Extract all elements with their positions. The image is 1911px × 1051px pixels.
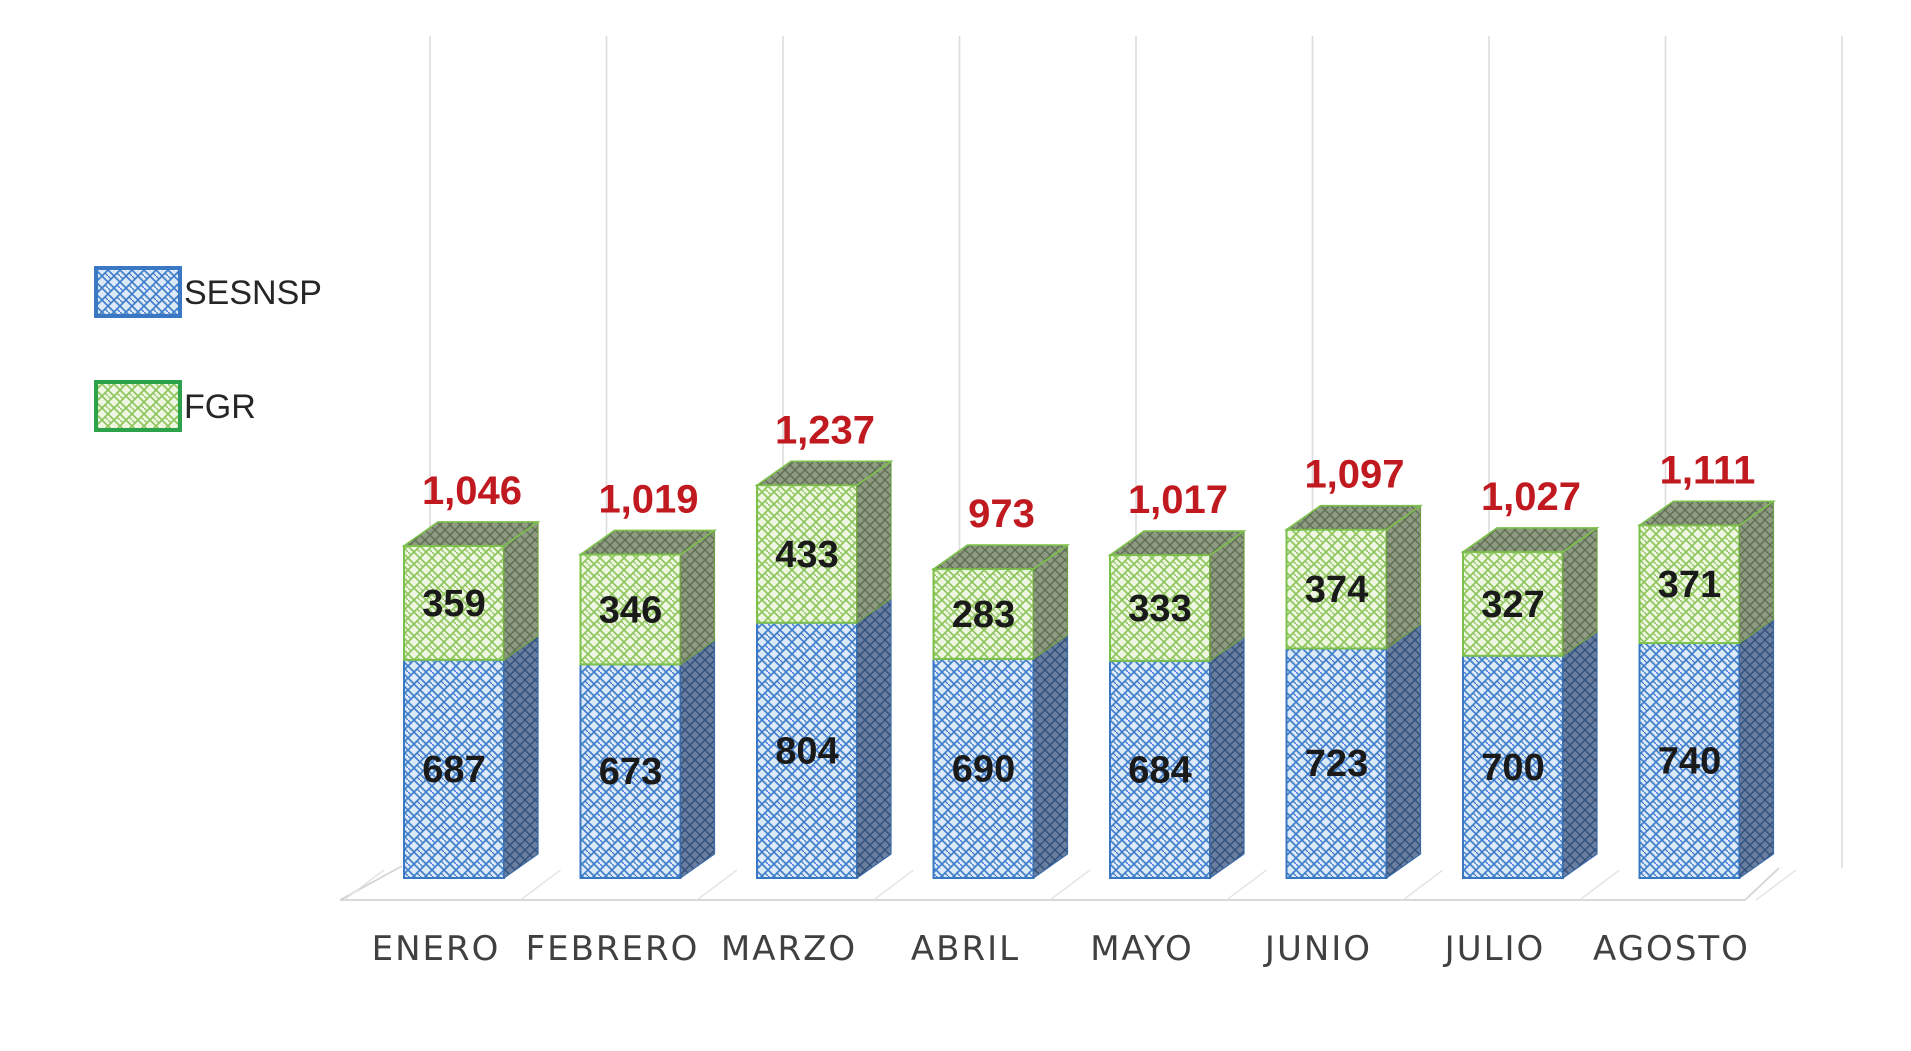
- bar-fgr-top: [1107, 530, 1247, 556]
- bar-fgr-top: [1460, 527, 1600, 553]
- value-label-sesnsp: 804: [775, 730, 838, 772]
- x-axis: ENERO FEBRERO MARZO ABRIL MAYO JUNIO JULIO AGOS…: [372, 929, 1750, 969]
- value-label-fgr: 346: [599, 589, 662, 631]
- bar-group-mayo: [1107, 529, 1247, 880]
- bar-fgr-enero: [403, 544, 505, 661]
- category-label: MAYO: [1090, 929, 1194, 969]
- value-label-fgr: 433: [775, 534, 838, 576]
- bar-fgr-junio: [1285, 528, 1388, 650]
- category-label: MARZO: [721, 929, 857, 969]
- bar-fgr-top: [930, 544, 1071, 570]
- value-label-fgr: 359: [422, 583, 485, 625]
- bar-fgr-agosto: [1638, 524, 1741, 645]
- bar-fgr-side: [856, 460, 892, 624]
- bar-group-julio: [1460, 526, 1600, 880]
- bar-group-abril: [930, 543, 1071, 880]
- bar-group-febrero: [577, 529, 718, 880]
- data-labels: 687 359 1,046 673 346 1,019 804 433 1,237 690 283 9…: [422, 408, 1755, 793]
- bar-fgr-top: [1636, 500, 1777, 527]
- legend-swatch: [94, 266, 182, 318]
- category-label: AGOSTO: [1593, 929, 1750, 969]
- floor-line: [696, 869, 738, 901]
- bar-fgr-side: [1385, 504, 1422, 650]
- total-label: 1,046: [422, 469, 522, 513]
- floor-line: [1226, 869, 1267, 901]
- value-label-sesnsp: 723: [1305, 743, 1368, 785]
- bar-sesnsp-side: [1209, 635, 1245, 880]
- value-label-sesnsp: 673: [599, 751, 662, 793]
- floor-line: [1579, 869, 1620, 901]
- bar-fgr-top: [1283, 504, 1424, 531]
- bar-sesnsp-side: [1385, 623, 1422, 880]
- bar-group-agosto: [1636, 500, 1777, 880]
- bar-group-enero: [401, 520, 541, 880]
- floor-outline: [339, 865, 1780, 901]
- value-label-sesnsp: 690: [952, 748, 1015, 790]
- category-label: FEBRERO: [526, 929, 700, 969]
- value-label-fgr: 283: [952, 594, 1015, 636]
- category-label: ENERO: [372, 929, 501, 969]
- floor-line: [1755, 869, 1797, 901]
- value-label-sesnsp: 700: [1481, 747, 1544, 789]
- bar-fgr-marzo: [756, 484, 858, 624]
- category-label: JUNIO: [1263, 929, 1372, 969]
- bar-fgr-top: [401, 521, 541, 547]
- bar-sesnsp-side: [856, 597, 892, 880]
- chart-floor: [339, 865, 1797, 901]
- bar-fgr-top: [577, 529, 718, 556]
- value-label-fgr: 371: [1658, 564, 1721, 606]
- total-label: 1,097: [1304, 453, 1404, 497]
- value-label-sesnsp: 684: [1128, 749, 1191, 791]
- value-label-fgr: 333: [1128, 588, 1191, 630]
- legend-item-fgr: FGR: [94, 380, 256, 432]
- total-label: 1,111: [1660, 448, 1756, 492]
- bar-sesnsp-enero: [403, 658, 505, 879]
- bar-sesnsp-side: [1738, 617, 1775, 880]
- bar-group-marzo: [754, 460, 894, 880]
- category-label: JULIO: [1443, 929, 1546, 969]
- value-label-sesnsp: 740: [1658, 741, 1721, 783]
- bar-sesnsp-julio: [1462, 654, 1564, 879]
- bar-sesnsp-junio: [1285, 647, 1388, 880]
- legend-item-sesnsp: SESNSP: [94, 266, 322, 318]
- bar-sesnsp-side: [1562, 630, 1598, 880]
- gridlines: [429, 36, 1843, 868]
- total-label: 1,019: [598, 477, 698, 521]
- floor-line: [520, 869, 561, 901]
- floor-line: [343, 869, 385, 901]
- bars: [401, 460, 1777, 880]
- total-label: 1,017: [1128, 478, 1228, 522]
- total-label: 1,237: [775, 408, 875, 452]
- bar-sesnsp-side: [1032, 633, 1069, 880]
- bar-fgr-top: [754, 460, 894, 487]
- bar-fgr-julio: [1462, 550, 1564, 657]
- legend-label: FGR: [184, 388, 256, 426]
- legend-label: SESNSP: [184, 274, 322, 312]
- bar-sesnsp-side: [679, 639, 716, 880]
- value-label-sesnsp: 687: [422, 749, 485, 791]
- floor-line: [1049, 869, 1091, 901]
- legend: SESNSP FGR: [94, 266, 322, 432]
- value-label-fgr: 374: [1305, 569, 1368, 611]
- value-label-fgr: 327: [1481, 584, 1544, 626]
- total-label: 1,027: [1481, 475, 1581, 519]
- total-label: 973: [968, 492, 1035, 536]
- floor-line: [873, 869, 914, 901]
- category-label: ABRIL: [911, 929, 1020, 969]
- floor-line: [1402, 869, 1444, 901]
- bar-sesnsp-side: [503, 634, 539, 880]
- legend-swatch: [94, 380, 182, 432]
- bar-group-junio: [1283, 504, 1424, 880]
